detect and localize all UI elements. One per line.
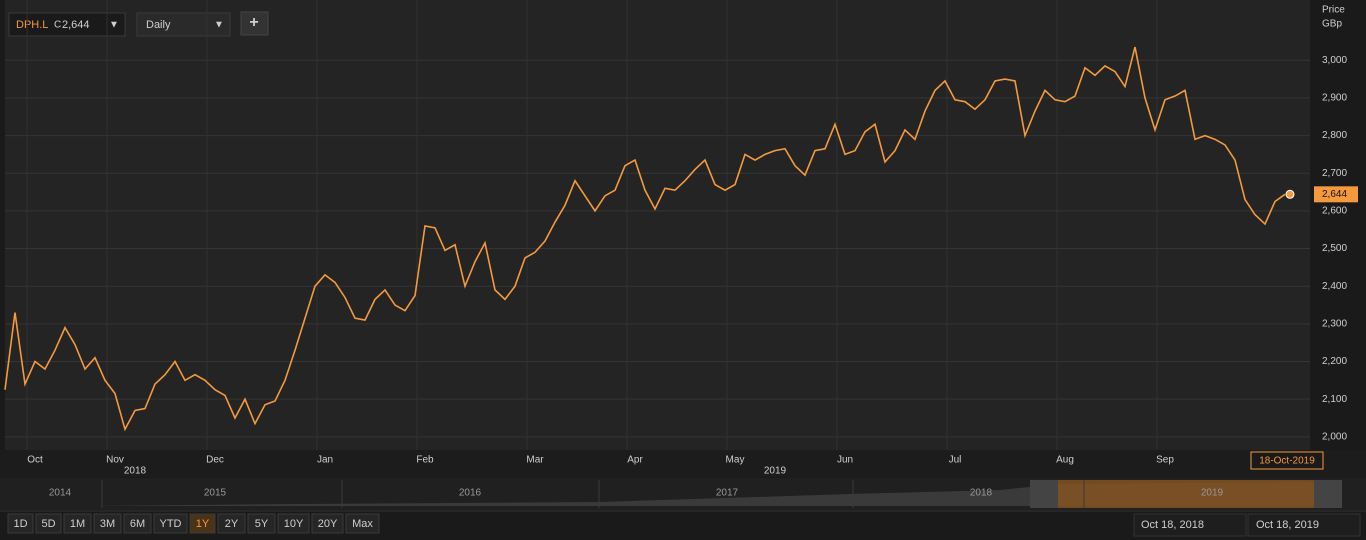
range-button-label: 10Y	[284, 518, 304, 530]
date-from-box[interactable]	[1133, 513, 1247, 537]
range-button-label: 1Y	[196, 518, 210, 530]
y-tick-label: 2,600	[1322, 206, 1347, 217]
plot-area	[5, 0, 1310, 450]
x-tick-label: Sep	[1156, 455, 1174, 466]
range-button[interactable]	[189, 513, 216, 534]
range-button-label: Max	[352, 518, 373, 530]
close-value: 2,644	[62, 19, 90, 31]
range-button[interactable]	[7, 513, 34, 534]
y-axis-title: Price	[1322, 5, 1345, 16]
navigator-year: 2019	[1201, 488, 1224, 499]
date-to-box[interactable]	[1247, 513, 1361, 537]
x-tick-label: Apr	[627, 455, 643, 466]
navigator-year: 2016	[459, 488, 482, 499]
range-button[interactable]	[345, 513, 380, 534]
x-tick-label: Feb	[416, 455, 434, 466]
add-button[interactable]	[240, 11, 269, 36]
range-button[interactable]	[153, 513, 188, 534]
x-tick-label: Mar	[526, 455, 544, 466]
x-tick-label: Jul	[949, 455, 962, 466]
navigator-year: 2014	[49, 488, 72, 499]
range-button-label: 20Y	[318, 518, 338, 530]
range-button-label: 5Y	[255, 518, 269, 530]
range-button[interactable]	[35, 513, 62, 534]
add-icon: +	[249, 14, 258, 31]
range-button[interactable]	[277, 513, 310, 534]
y-axis-unit: GBp	[1322, 19, 1342, 30]
x-tick-label: May	[726, 455, 745, 466]
y-tick-label: 2,400	[1322, 281, 1347, 292]
interval: Daily	[146, 19, 171, 31]
x-year-label: 2019	[764, 466, 787, 477]
navigator-window[interactable]	[1058, 480, 1314, 508]
x-tick-label: Jan	[317, 455, 333, 466]
range-button-label: 5D	[41, 518, 55, 530]
range-button[interactable]	[247, 513, 276, 534]
x-tick-label: Dec	[206, 455, 224, 466]
range-button-label: 3M	[100, 518, 115, 530]
range-button-label: YTD	[160, 518, 182, 530]
y-tick-label: 2,100	[1322, 394, 1347, 405]
range-button-label: 6M	[130, 518, 145, 530]
x-tick-label: Jun	[837, 455, 853, 466]
range-button[interactable]	[123, 513, 152, 534]
navigator-handle-left[interactable]	[1030, 480, 1058, 508]
x-tick-label: Oct	[27, 455, 43, 466]
y-tick-label: 2,800	[1322, 130, 1347, 141]
y-tick-label: 2,500	[1322, 243, 1347, 254]
x-year-label: 2018	[124, 466, 147, 477]
date-to: Oct 18, 2019	[1256, 519, 1319, 531]
range-button[interactable]	[217, 513, 246, 534]
last-price-dot	[1285, 189, 1295, 199]
date-tag	[1250, 451, 1324, 470]
x-tick-label: Nov	[106, 455, 124, 466]
price-tag-label: 2,644	[1322, 189, 1347, 200]
y-tick-label: 3,000	[1322, 55, 1347, 66]
x-tick-label: Aug	[1056, 455, 1074, 466]
navigator-year: 2017	[716, 488, 739, 499]
range-button[interactable]	[63, 513, 92, 534]
range-button-label: 1M	[70, 518, 85, 530]
y-tick-label: 2,900	[1322, 93, 1347, 104]
price-line	[4, 46, 1286, 432]
ticker: DPH.L	[16, 19, 48, 31]
y-tick-label: 2,700	[1322, 168, 1347, 179]
range-button-label: 2Y	[225, 518, 239, 530]
close-prefix: C	[54, 20, 61, 31]
range-button[interactable]	[311, 513, 344, 534]
y-tick-label: 2,200	[1322, 356, 1347, 367]
date-tag-label: 18-Oct-2019	[1259, 456, 1315, 467]
range-button-label: 1D	[13, 518, 27, 530]
range-button[interactable]	[93, 513, 122, 534]
navigator-history	[88, 482, 1314, 506]
y-tick-label: 2,000	[1322, 431, 1347, 442]
navigator-year: 2015	[204, 488, 227, 499]
ticker-box[interactable]	[8, 12, 126, 37]
date-from: Oct 18, 2018	[1141, 519, 1204, 531]
dropdown-arrow: ▼	[214, 20, 224, 31]
y-tick-label: 2,300	[1322, 318, 1347, 329]
price-tag	[1314, 186, 1358, 203]
dropdown-arrow: ▼	[109, 20, 119, 31]
navigator-year: 2018	[970, 488, 993, 499]
x-axis-area	[0, 450, 1366, 477]
navigator-handle-right[interactable]	[1314, 480, 1342, 508]
